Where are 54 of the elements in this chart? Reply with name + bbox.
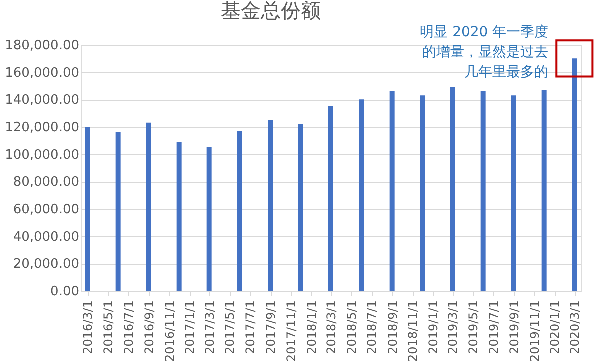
x-tick-label: 2016/3/1	[81, 300, 96, 354]
x-tick-label: 2019/7/1	[486, 300, 501, 354]
bar	[328, 106, 334, 291]
bar	[480, 91, 486, 291]
chart-title: 基金总份额	[221, 0, 321, 23]
bar	[390, 91, 395, 291]
bar	[572, 58, 578, 291]
bar	[298, 124, 304, 291]
bar	[146, 122, 152, 291]
x-tick-label: 2018/7/1	[365, 300, 380, 354]
y-tick-label: 180,000.00	[5, 38, 80, 54]
bar	[176, 142, 182, 291]
x-tick-label: 2019/1/1	[426, 300, 440, 354]
x-tick-label: 2018/9/1	[386, 300, 400, 354]
x-tick-label: 2020/1/1	[548, 300, 562, 354]
x-tick-label: 2019/9/1	[508, 300, 522, 354]
x-tick-label: 2017/5/1	[223, 300, 238, 354]
x-tick-label: 2020/3/1	[568, 300, 582, 354]
annotation: 明显 2020 年一季度的增量，显然是过去几年里最多的	[420, 24, 549, 81]
y-tick-label: 40,000.00	[13, 230, 80, 245]
x-tick-label: 2016/5/1	[102, 300, 116, 354]
x-tick-label: 2019/3/1	[446, 300, 460, 354]
y-tick-label: 0.00	[50, 284, 80, 300]
x-tick-label: 2019/11/1	[528, 300, 542, 362]
y-tick-label: 60,000.00	[13, 202, 80, 218]
bar	[450, 87, 456, 291]
bar	[85, 127, 90, 291]
y-tick-label: 140,000.00	[5, 93, 80, 108]
bar	[359, 100, 364, 291]
x-tick-label: 2017/3/1	[202, 300, 217, 354]
x-tick-label: 2018/11/1	[406, 300, 420, 362]
x-tick-label: 2016/11/1	[162, 300, 177, 362]
y-tick-label: 120,000.00	[5, 120, 80, 136]
bar	[238, 131, 242, 291]
bar	[206, 148, 212, 291]
bar	[512, 96, 516, 291]
x-tick-label: 2018/3/1	[324, 300, 338, 354]
y-tick-label: 100,000.00	[5, 148, 80, 163]
x-tick-label: 2016/9/1	[142, 300, 156, 354]
x-tick-label: 2017/11/1	[284, 300, 298, 362]
x-tick-label: 2018/5/1	[344, 300, 359, 354]
y-tick-label: 160,000.00	[5, 66, 80, 81]
bar	[420, 96, 426, 291]
bar	[116, 132, 121, 291]
x-tick-label: 2016/7/1	[122, 300, 136, 354]
y-tick-label: 80,000.00	[13, 175, 80, 190]
bar	[542, 90, 547, 291]
x-tick-label: 2017/7/1	[244, 300, 258, 354]
x-tick-label: 2018/1/1	[304, 300, 319, 354]
bar	[268, 120, 274, 291]
y-tick-label: 20,000.00	[13, 257, 80, 272]
x-tick-label: 2019/5/1	[466, 300, 480, 354]
x-tick-label: 2017/1/1	[183, 300, 198, 354]
x-tick-label: 2017/9/1	[264, 300, 278, 354]
